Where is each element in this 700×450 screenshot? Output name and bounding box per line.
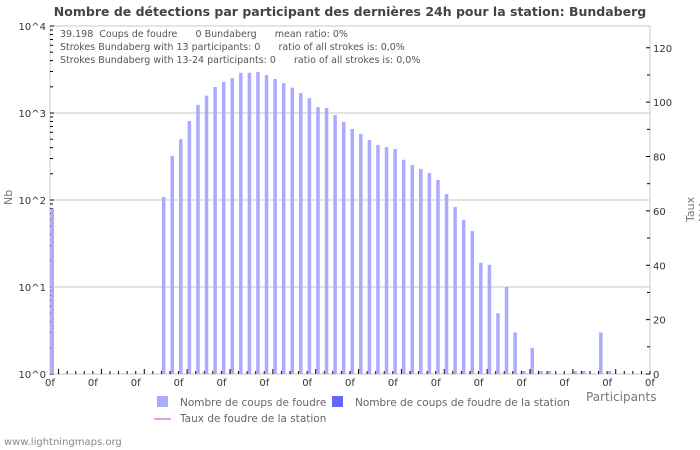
svg-text:0f: 0f	[431, 378, 441, 389]
legend-swatch-strokes	[157, 396, 168, 407]
svg-text:10^2: 10^2	[19, 196, 46, 207]
svg-text:40: 40	[653, 261, 666, 272]
svg-text:0f: 0f	[259, 378, 269, 389]
legend-line-station-rate	[154, 418, 171, 420]
legend-label-station-strokes: Nombre de coups de foudre de la station	[355, 397, 570, 409]
svg-text:0f: 0f	[131, 378, 141, 389]
chart-title: Nombre de détections par participant des…	[53, 4, 647, 19]
svg-text:0f: 0f	[645, 378, 655, 389]
svg-text:10^3: 10^3	[19, 109, 46, 120]
info-line-3: Strokes Bundaberg with 13-24 participant…	[60, 55, 421, 66]
svg-text:100: 100	[653, 98, 672, 109]
svg-text:10^1: 10^1	[19, 283, 46, 294]
svg-text:0f: 0f	[602, 378, 612, 389]
svg-text:0f: 0f	[174, 378, 184, 389]
legend-label-strokes: Nombre de coups de foudre	[180, 397, 327, 409]
svg-text:0f: 0f	[302, 378, 312, 389]
svg-text:20: 20	[653, 316, 666, 327]
svg-text:0f: 0f	[216, 378, 226, 389]
footer-link[interactable]: www.lightningmaps.org	[4, 437, 122, 448]
svg-text:0f: 0f	[45, 378, 55, 389]
y-right-axis-title: Taux [%]	[684, 196, 700, 222]
legend-swatch-station-strokes	[332, 396, 343, 407]
x-axis-title: Participants	[586, 390, 657, 404]
svg-text:10^4: 10^4	[19, 22, 46, 33]
svg-text:120: 120	[653, 44, 672, 55]
svg-text:80: 80	[653, 153, 666, 164]
svg-text:0f: 0f	[559, 378, 569, 389]
legend-label-station-rate: Taux de foudre de la station	[180, 413, 327, 425]
svg-text:0f: 0f	[88, 378, 98, 389]
svg-text:0f: 0f	[474, 378, 484, 389]
svg-text:0: 0	[653, 370, 659, 381]
svg-text:0f: 0f	[516, 378, 526, 389]
svg-text:10^0: 10^0	[19, 370, 46, 381]
info-line-2: Strokes Bundaberg with 13 participants: …	[60, 42, 405, 53]
svg-text:0f: 0f	[388, 378, 398, 389]
info-line-1: 39.198 Coups de foudre 0 Bundaberg mean …	[60, 29, 348, 40]
svg-text:60: 60	[653, 207, 666, 218]
y-left-axis-title: Nb	[2, 189, 15, 205]
svg-text:0f: 0f	[345, 378, 355, 389]
